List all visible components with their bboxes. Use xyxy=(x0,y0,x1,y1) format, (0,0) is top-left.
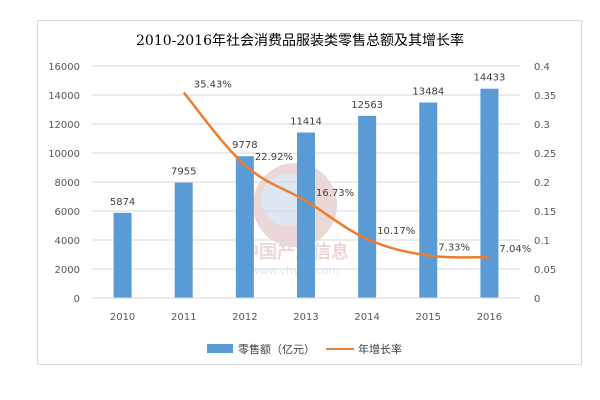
y-left-tick-label: 8000 xyxy=(55,178,80,189)
line-series xyxy=(182,91,490,259)
bar xyxy=(419,102,438,299)
bar xyxy=(480,88,499,298)
y-right-tick-label: 0.05 xyxy=(534,265,556,276)
x-tick-label: 2014 xyxy=(354,312,379,323)
legend-bar-swatch xyxy=(207,344,233,353)
bar-data-label: 5874 xyxy=(110,197,135,208)
legend-line-label: 年增长率 xyxy=(358,342,402,356)
y-right-tick-label: 0.1 xyxy=(534,236,550,247)
y-left-tick-label: 16000 xyxy=(48,62,80,73)
x-tick-label: 2011 xyxy=(171,312,196,323)
bar-data-label: 11414 xyxy=(290,116,322,127)
y-left-tick-label: 0 xyxy=(74,294,80,305)
chart-title: 2010-2016年社会消费品服装类零售总额及其增长率 xyxy=(136,33,464,49)
bar xyxy=(113,212,132,298)
line-data-label: 7.04% xyxy=(499,244,531,255)
data-labels: 5874 7955 9778 11414 12563 13484 14433 35.43% 22… xyxy=(110,73,531,255)
y-left-tick-label: 14000 xyxy=(48,91,80,102)
x-tick-label: 2015 xyxy=(416,312,441,323)
y-right-tick-label: 0.2 xyxy=(534,178,550,189)
bar-data-label: 12563 xyxy=(351,100,383,111)
x-tick-label: 2013 xyxy=(293,312,318,323)
y-right-tick-label: 0.35 xyxy=(534,91,556,102)
x-tick-label: 2012 xyxy=(232,312,257,323)
y-left-tick-label: 2000 xyxy=(55,265,80,276)
y-left-tick-label: 12000 xyxy=(48,120,80,131)
watermark-text-url: www.chyxx.com xyxy=(250,264,339,277)
y-right-tick-label: 0.4 xyxy=(534,62,550,73)
bar xyxy=(297,132,315,298)
legend: 零售额（亿元） 年增长率 xyxy=(207,342,402,356)
line-data-label: 16.73% xyxy=(316,188,354,199)
legend-bar-label: 零售额（亿元） xyxy=(238,342,315,356)
y-right-tick-label: 0.25 xyxy=(534,149,556,160)
y-right-tick-label: 0.15 xyxy=(534,207,556,218)
y-left-tick-label: 6000 xyxy=(55,207,80,218)
y-right-tick-label: 0.3 xyxy=(534,120,550,131)
axes: 0 2000 4000 6000 8000 10000 12000 14000 16000 0 0.… xyxy=(48,62,556,323)
x-tick-label: 2016 xyxy=(477,312,502,323)
bar-data-label: 7955 xyxy=(171,167,196,178)
y-left-tick-label: 10000 xyxy=(48,149,80,160)
bar-series xyxy=(113,88,499,299)
bar-data-label: 14433 xyxy=(474,73,506,84)
y-left-tick-label: 4000 xyxy=(55,236,80,247)
line-data-label: 22.92% xyxy=(255,152,293,163)
growth-rate-line xyxy=(182,91,490,259)
bar xyxy=(174,182,193,298)
line-data-label: 35.43% xyxy=(194,80,232,91)
line-data-label: 10.17% xyxy=(377,226,415,237)
bar-data-label: 9778 xyxy=(232,140,257,151)
bar-data-label: 13484 xyxy=(412,86,444,97)
line-data-label: 7.33% xyxy=(438,242,470,253)
bar xyxy=(358,115,377,298)
y-right-tick-label: 0 xyxy=(534,294,540,305)
x-tick-label: 2010 xyxy=(110,312,135,323)
watermark-text-cn: 中国产业信息 xyxy=(241,241,349,263)
bar xyxy=(235,156,254,298)
